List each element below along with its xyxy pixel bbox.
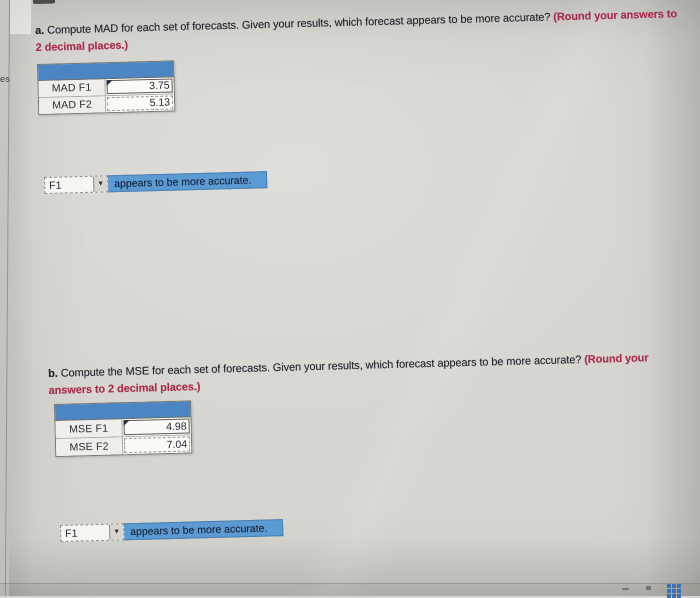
forecast-select-a[interactable]: F1 ▼	[44, 175, 109, 194]
sidebar-top-panel	[10, 0, 32, 35]
question-b-prefix: b.	[48, 367, 58, 380]
illegible-page-text	[621, 587, 630, 591]
forecast-select-b-value: F1	[65, 527, 78, 540]
answer-a-suffix-label: appears to be more accurate.	[107, 171, 268, 193]
mse-f2-value: 7.04	[166, 438, 188, 451]
cell-flag-icon	[106, 80, 113, 87]
sidebar-edge-strip	[0, 0, 9, 596]
mad-f2-value: 5.13	[149, 96, 171, 110]
row-label: MSE F2	[55, 437, 124, 456]
mse-table: MSE F1 4.98 MSE F2 7.04	[54, 400, 193, 457]
question-a-prefix: a.	[35, 24, 45, 37]
mad-f1-input[interactable]: 3.75	[105, 77, 174, 96]
table-row: MSE F2 7.04	[55, 434, 192, 456]
mad-f1-value: 3.75	[149, 79, 170, 93]
caret-down-icon: ▼	[113, 528, 121, 536]
mse-f2-input[interactable]: 7.04	[122, 435, 192, 455]
mad-table: MAD F1 3.75 MAD F2 5.13	[37, 60, 176, 115]
table-row: MAD F2 5.13	[38, 93, 175, 114]
mse-f1-value: 4.98	[166, 420, 187, 433]
caret-down-icon: ▼	[97, 180, 105, 188]
mad-f2-input[interactable]: 5.13	[105, 94, 175, 113]
screen-bottom-edge	[0, 583, 700, 584]
dropdown-arrow-button[interactable]: ▼	[109, 524, 124, 540]
mse-f1-input[interactable]: 4.98	[122, 417, 191, 437]
answer-b-suffix-label: appears to be more accurate.	[123, 519, 284, 541]
forecast-select-b[interactable]: F1 ▼	[60, 523, 125, 542]
row-label: MAD F1	[38, 79, 106, 97]
top-cutoff-element	[33, 0, 56, 4]
illegible-page-text	[645, 585, 652, 591]
sidebar-cutoff-label: es	[0, 74, 10, 84]
cell-flag-icon	[123, 420, 130, 427]
row-label: MSE F1	[55, 419, 123, 438]
table-row: MSE F1 4.98	[55, 417, 191, 438]
row-label: MAD F2	[38, 96, 107, 114]
dropdown-arrow-button[interactable]: ▼	[93, 176, 108, 192]
screen-bottom-band	[0, 584, 700, 596]
forecast-select-a-value: F1	[49, 179, 62, 192]
